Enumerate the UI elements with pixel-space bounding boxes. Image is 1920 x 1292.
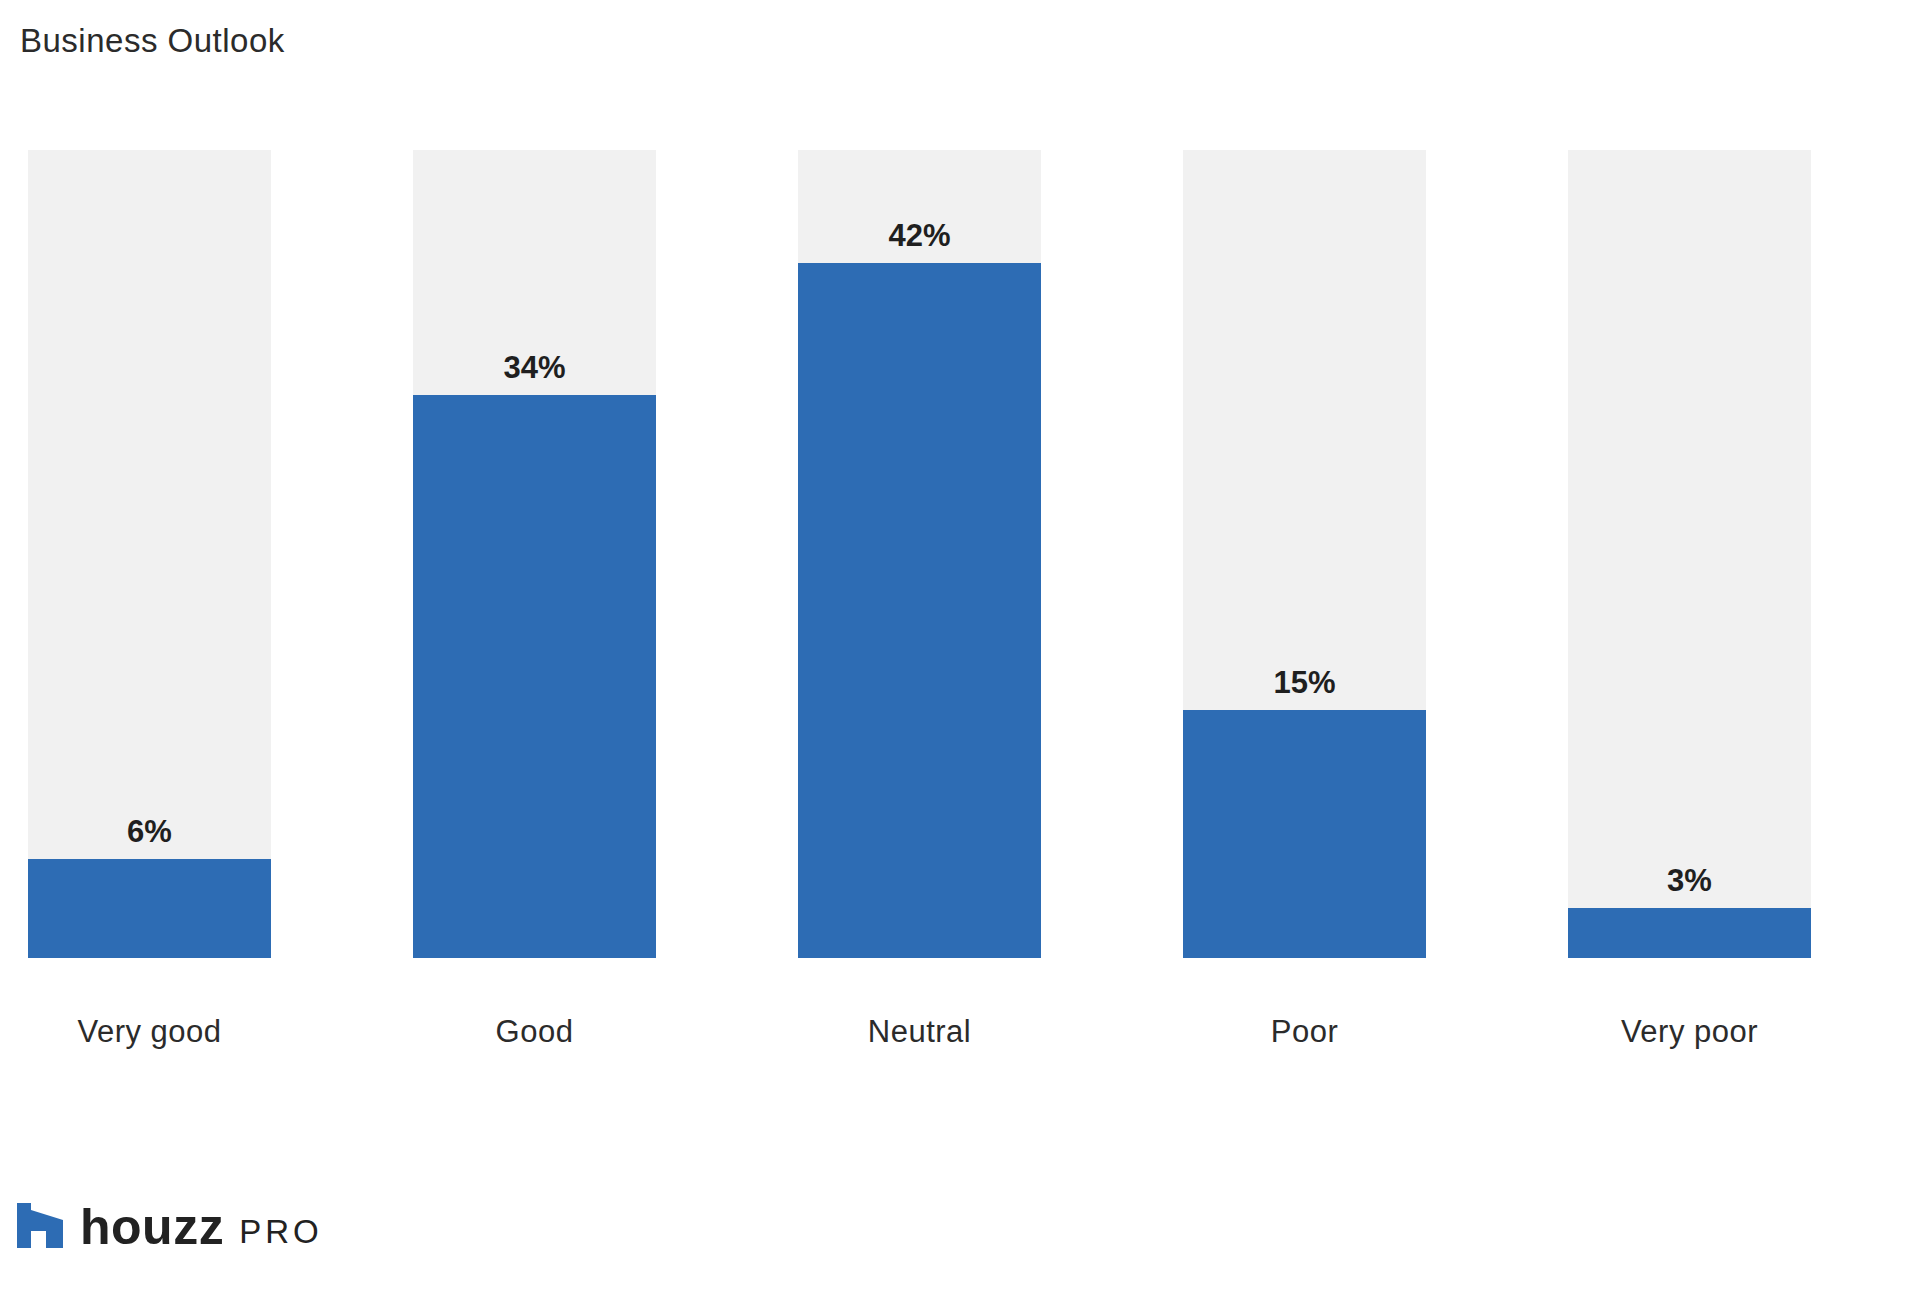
- houzz-house-icon: [17, 1203, 63, 1248]
- bar-value-label: 15%: [1183, 667, 1426, 698]
- bar-chart: 6% Very good 34% Good 42% Neutral 15%: [28, 150, 1811, 958]
- bar-group: 42% Neutral: [798, 150, 1041, 958]
- bar-value-label: 34%: [413, 352, 656, 383]
- bar-category-label: Poor: [1143, 1016, 1466, 1047]
- bar-track: 6%: [28, 150, 271, 958]
- bar-group: 15% Poor: [1183, 150, 1426, 958]
- houzz-wordmark: houzz: [80, 1204, 224, 1250]
- bar-category-label: Neutral: [758, 1016, 1081, 1047]
- bar-track: 15%: [1183, 150, 1426, 958]
- bar-group: 6% Very good: [28, 150, 271, 958]
- bar-fill: [1183, 710, 1426, 958]
- bar-fill: [28, 859, 271, 958]
- bar-track: 3%: [1568, 150, 1811, 958]
- bar-category-label: Very poor: [1528, 1016, 1851, 1047]
- bar-fill: [413, 395, 656, 958]
- business-outlook-page: Business Outlook 6% Very good 34% Good 4…: [0, 0, 1920, 1292]
- bar-track: 34%: [413, 150, 656, 958]
- page-title: Business Outlook: [20, 22, 285, 60]
- bar-category-label: Very good: [0, 1016, 311, 1047]
- bar-group: 34% Good: [413, 150, 656, 958]
- houzz-pro-logo: houzz PRO: [17, 1203, 323, 1250]
- bar-fill: [1568, 908, 1811, 958]
- bar-value-label: 6%: [28, 816, 271, 847]
- bar-value-label: 42%: [798, 220, 1041, 251]
- bar-group: 3% Very poor: [1568, 150, 1811, 958]
- bar-fill: [798, 263, 1041, 958]
- bar-value-label: 3%: [1568, 865, 1811, 896]
- houzz-pro-label: PRO: [239, 1215, 323, 1250]
- bar-category-label: Good: [373, 1016, 696, 1047]
- bar-track: 42%: [798, 150, 1041, 958]
